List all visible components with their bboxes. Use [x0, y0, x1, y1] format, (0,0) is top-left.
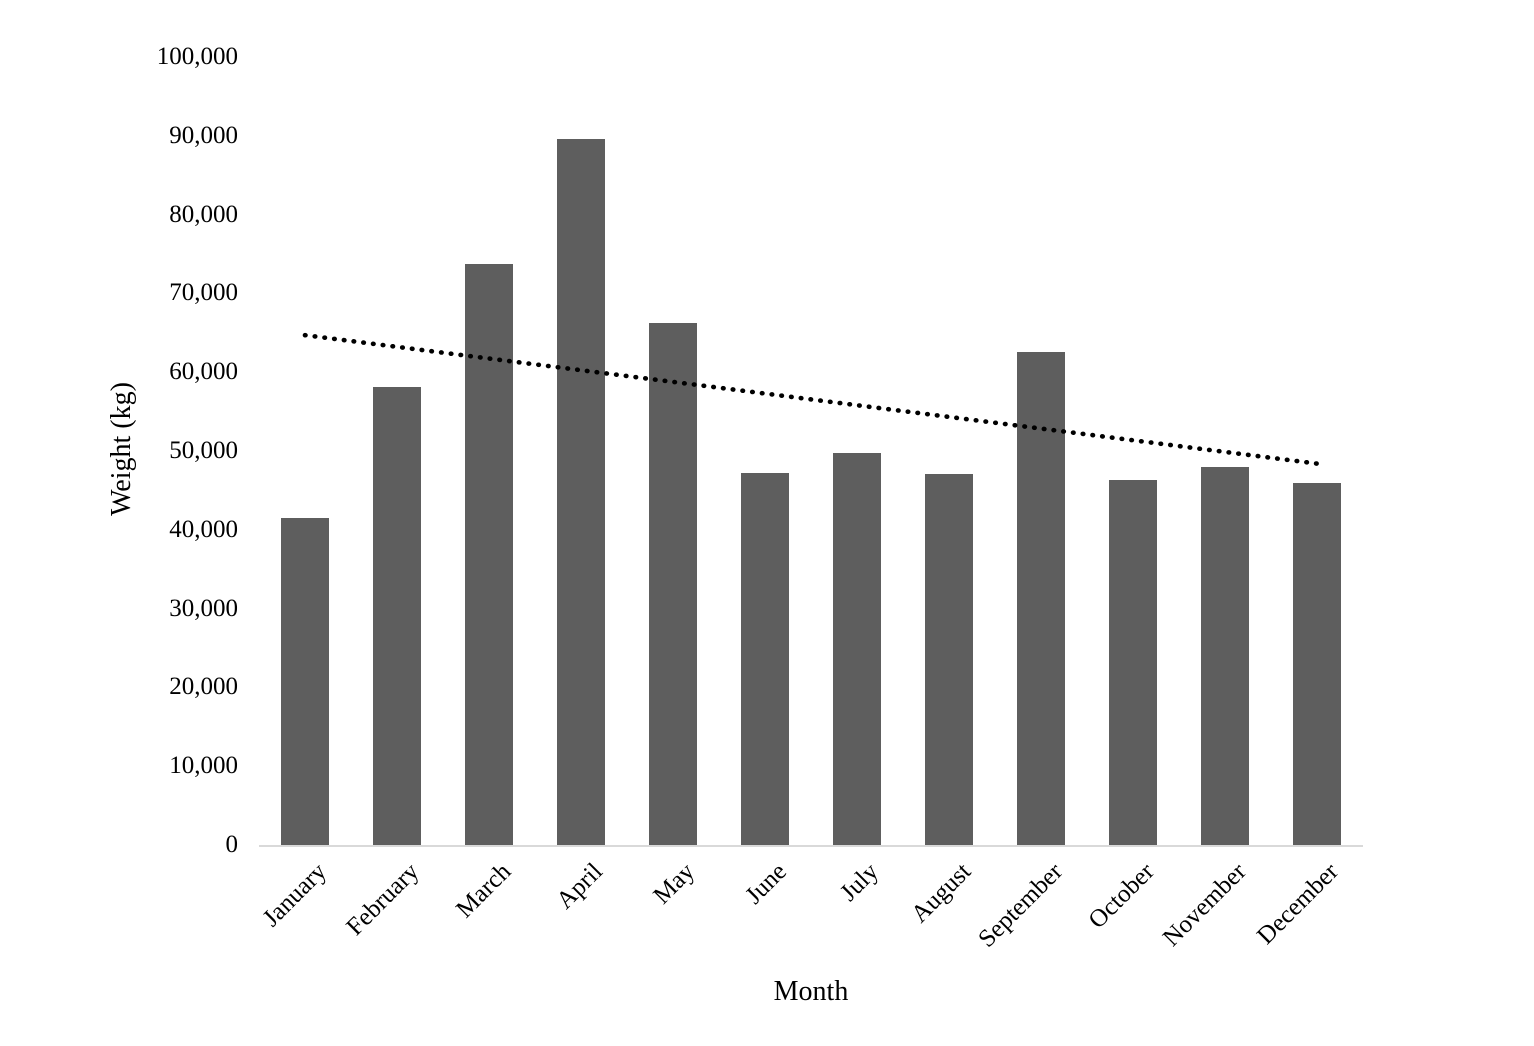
x-tick-label-august: August	[905, 858, 977, 929]
y-tick-label: 100,000	[156, 43, 238, 70]
y-tick-label: 20,000	[169, 673, 238, 701]
bar-december	[1293, 483, 1341, 845]
y-axis-tick-labels: 0 10,000 20,000 30,000 40,000 50,000 60,000 70,…	[0, 0, 238, 1046]
y-tick-label: 80,000	[169, 200, 238, 228]
x-tick-label-february: February	[341, 858, 425, 941]
y-tick-label: 0	[225, 831, 239, 858]
bar-april	[557, 138, 605, 845]
x-tick-label-november: November	[1158, 858, 1253, 952]
bar-june	[741, 473, 789, 845]
x-tick-label-march: March	[450, 858, 517, 924]
bar-november	[1201, 466, 1249, 845]
x-tick-label-july: July	[835, 858, 885, 907]
x-tick-label-september: September	[973, 858, 1069, 953]
x-tick-label-may: May	[648, 858, 701, 910]
x-tick-label-june: June	[740, 858, 793, 910]
x-tick-label-october: October	[1084, 858, 1161, 935]
x-axis-line	[259, 845, 1363, 847]
y-tick-label: 40,000	[169, 515, 238, 543]
y-tick-label: 90,000	[169, 121, 238, 149]
y-tick-label: 60,000	[169, 358, 238, 386]
y-tick-label: 10,000	[169, 752, 238, 780]
x-tick-label-december: December	[1252, 858, 1345, 950]
bar-august	[925, 473, 973, 845]
bar-october	[1109, 480, 1157, 845]
x-tick-label-january: January	[258, 858, 333, 933]
y-tick-label: 50,000	[169, 437, 238, 464]
y-tick-label: 70,000	[169, 279, 238, 307]
x-tick-label-april: April	[551, 858, 609, 915]
bar-july	[833, 453, 881, 845]
bar-january	[281, 517, 329, 845]
x-axis-title: Month	[773, 976, 849, 1007]
y-tick-label: 30,000	[169, 594, 238, 622]
